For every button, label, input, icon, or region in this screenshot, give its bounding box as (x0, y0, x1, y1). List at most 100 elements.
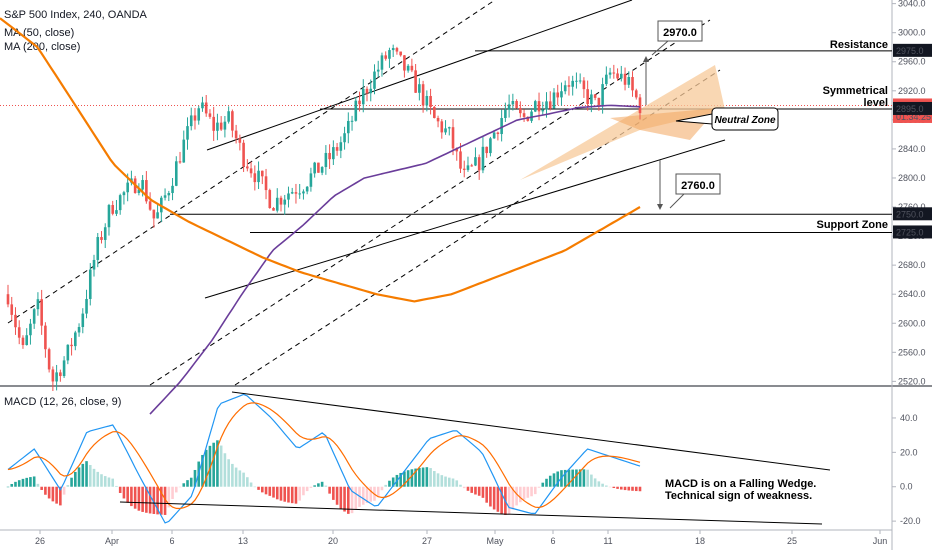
candle-body (74, 332, 77, 347)
macd-histogram-bar (17, 480, 21, 487)
macd-histogram-bar (324, 485, 328, 487)
macd-histogram-bar (219, 445, 223, 487)
time-tick-label: May (486, 536, 504, 546)
macd-histogram-bar (537, 486, 541, 488)
time-tick-label: 20 (328, 536, 338, 546)
macd-histogram-bar (59, 486, 62, 506)
macd-histogram-bar (380, 486, 384, 491)
candle-body (376, 69, 380, 72)
macd-histogram-bar (627, 486, 631, 491)
candle-body (100, 237, 103, 240)
macd-histogram-bar (489, 486, 492, 507)
candle-body (290, 192, 294, 194)
macd-histogram-bar (272, 486, 275, 498)
candle-body (21, 337, 25, 346)
candle-body (418, 84, 421, 93)
macd-histogram-bar (246, 477, 249, 487)
price-label-text: 2895.0 (896, 104, 924, 114)
candle-body (249, 168, 253, 174)
candle-body (219, 122, 223, 130)
candle-body (444, 128, 447, 133)
macd-histogram-bar (234, 467, 238, 487)
candle-body (305, 186, 309, 192)
ma50-line (149, 104, 641, 415)
candle-body (275, 197, 279, 211)
candle-body (410, 65, 414, 71)
candle-body (88, 269, 92, 299)
macd-histogram-bar (347, 486, 350, 514)
candle-body (492, 132, 496, 139)
candle-body (302, 191, 305, 194)
candle-body (623, 73, 627, 85)
candle-body (451, 127, 455, 149)
candle-body (556, 92, 560, 98)
macd-histogram-bar (447, 477, 451, 487)
macd-histogram-bar (201, 454, 204, 487)
macd-histogram-bar (6, 486, 10, 488)
macd-histogram-bar (204, 449, 208, 487)
candle-body (253, 173, 257, 183)
macd-histogram-bar (21, 478, 25, 487)
price-label-box (893, 225, 932, 239)
dashed-channel-1 (7, 0, 496, 324)
candle-body (358, 100, 361, 105)
candle-body (167, 193, 171, 196)
price-label-box (893, 207, 932, 221)
macd-histogram-bar (474, 486, 477, 495)
time-tick-label: Jun (873, 536, 888, 546)
candle-body (163, 195, 167, 198)
macd-histogram-bar (115, 485, 118, 487)
macd-histogram-bar (242, 472, 245, 487)
candle-body (309, 173, 313, 187)
macd-tick-label: 40.0 (900, 413, 918, 423)
macd-histogram-bar (85, 461, 88, 487)
candle-body (317, 162, 320, 173)
candle-body (575, 80, 578, 82)
macd-histogram-bar (339, 486, 343, 509)
macd-histogram-bar (298, 486, 301, 501)
macd-histogram-bar (399, 472, 402, 487)
candle-body (496, 132, 500, 135)
macd-histogram-bar (305, 486, 309, 492)
candle-body (582, 80, 586, 90)
candle-body (66, 344, 70, 361)
macd-histogram-bar (137, 486, 141, 511)
price-tick-label: 2920.0 (898, 86, 926, 96)
macd-histogram-bar (496, 486, 500, 512)
candle-body (118, 195, 122, 211)
macd-histogram-bar (126, 486, 129, 503)
candle-body (627, 77, 631, 85)
macd-histogram-bar (156, 486, 159, 515)
candle-body (470, 165, 474, 167)
candle-body (6, 294, 10, 305)
macd-histogram-bar (433, 471, 436, 487)
candle-body (421, 84, 425, 106)
price-label-box (893, 101, 932, 115)
time-tick-label: 27 (422, 536, 432, 546)
candle-body (122, 192, 126, 196)
time-tick-label: 18 (695, 536, 705, 546)
candle-body (548, 101, 552, 109)
candle-body (586, 89, 589, 105)
candle-body (560, 91, 563, 98)
candle-body (189, 115, 193, 127)
candle-body (193, 115, 197, 121)
macd-histogram-bar (231, 463, 234, 487)
candle-body (343, 133, 346, 143)
down-arrowhead (657, 204, 663, 210)
macd-histogram-bar (212, 442, 215, 487)
macd-histogram-bar (36, 483, 40, 487)
target-up-label: 2970.0 (663, 27, 697, 39)
price-tick-label: 2560.0 (898, 347, 926, 357)
macd-tick-label: -20.0 (900, 516, 921, 526)
candle-body (466, 165, 470, 170)
macd-histogram-bar (160, 486, 163, 515)
macd-histogram-bar (257, 486, 260, 490)
neutral-zone-core (610, 108, 718, 140)
macd-histogram-bar (365, 486, 369, 504)
macd-histogram-bar (597, 481, 601, 487)
target-down-pointer (669, 193, 685, 209)
macd-histogram-bar (141, 486, 144, 512)
candle-body (477, 157, 481, 171)
macd-histogram-bar (605, 485, 608, 487)
